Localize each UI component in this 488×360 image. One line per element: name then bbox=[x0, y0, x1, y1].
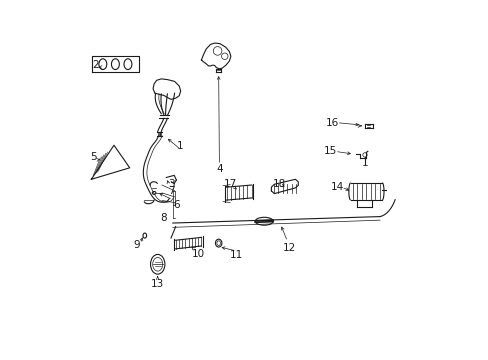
Text: 7: 7 bbox=[167, 186, 174, 196]
Text: 6: 6 bbox=[173, 200, 179, 210]
Text: 10: 10 bbox=[191, 248, 204, 258]
Text: 5: 5 bbox=[90, 152, 96, 162]
Text: 13: 13 bbox=[151, 279, 164, 289]
Text: 14: 14 bbox=[330, 182, 344, 192]
Text: 17: 17 bbox=[224, 179, 237, 189]
Text: 2: 2 bbox=[92, 60, 99, 70]
Text: 16: 16 bbox=[325, 118, 338, 128]
Text: 3: 3 bbox=[167, 179, 174, 189]
Text: 8: 8 bbox=[160, 213, 167, 222]
Text: 18: 18 bbox=[272, 179, 285, 189]
Text: 1: 1 bbox=[176, 141, 183, 151]
Text: 12: 12 bbox=[282, 243, 295, 253]
Text: 15: 15 bbox=[323, 146, 337, 156]
Text: 9: 9 bbox=[133, 239, 140, 249]
Text: 11: 11 bbox=[229, 250, 243, 260]
Text: 4: 4 bbox=[216, 164, 222, 174]
